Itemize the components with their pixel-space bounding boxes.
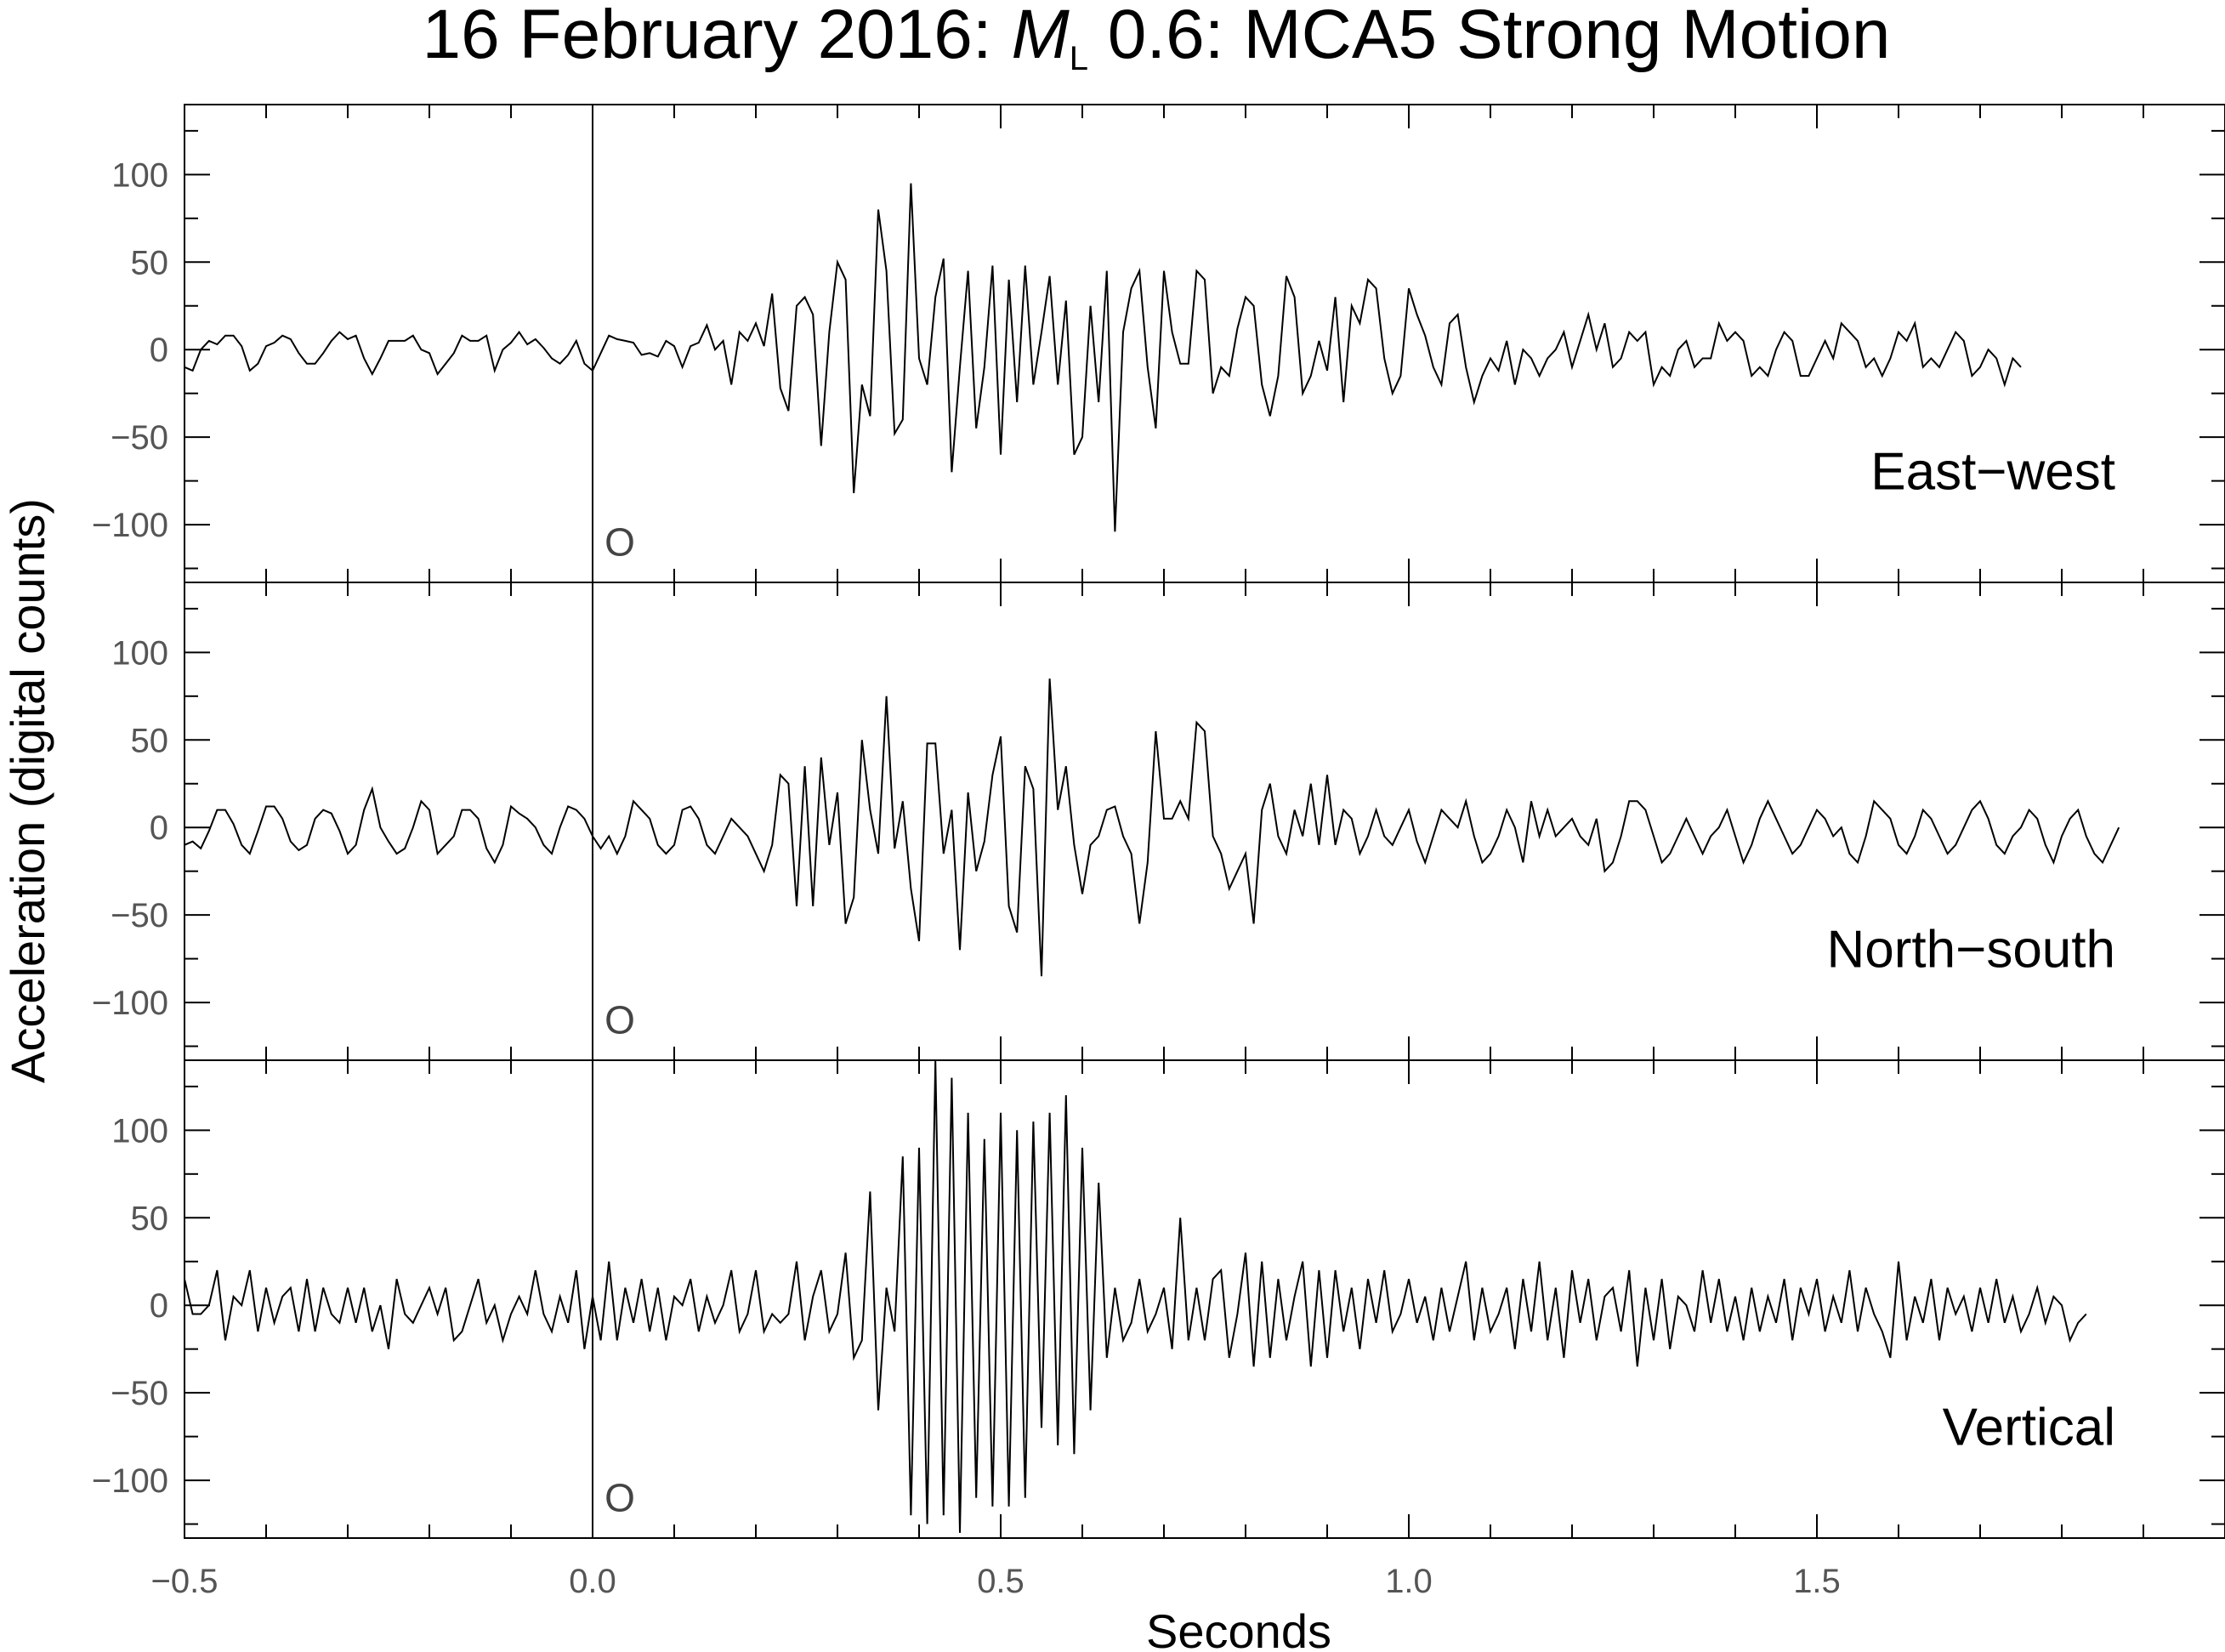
- y-tick-label: 50: [131, 1200, 169, 1237]
- y-tick-label: 0: [150, 332, 168, 369]
- y-tick-label: 100: [111, 1112, 168, 1150]
- chart-title: 16 February 2016: ML 0.6: MCA5 Strong Mo…: [423, 0, 1891, 77]
- origin-marker-label: O: [604, 520, 635, 565]
- y-tick-label: 100: [111, 156, 168, 194]
- x-tick-label: 1.0: [1385, 1563, 1433, 1600]
- y-tick-label: 50: [131, 244, 169, 281]
- y-tick-label: −50: [111, 419, 168, 457]
- x-tick-label: −0.5: [151, 1563, 219, 1600]
- y-tick-label: −100: [92, 985, 168, 1022]
- y-tick-label: −100: [92, 1462, 168, 1500]
- trace-vertical: [184, 1059, 2087, 1533]
- y-tick-label: 0: [150, 809, 168, 847]
- panel-north-south: −100 −50 0 50 100 O North−south: [92, 582, 2225, 1061]
- y-tick-label: 0: [150, 1287, 168, 1325]
- x-axis-label: Seconds: [1146, 1604, 1331, 1652]
- panel-east-west: −100 −50 0 50 100 O East−west: [92, 104, 2225, 583]
- origin-marker-label: O: [604, 1476, 635, 1520]
- y-tick-label: 50: [131, 722, 169, 759]
- y-tick-label: −50: [111, 1375, 168, 1412]
- panels-group: −100 −50 0 50 100 O East−west −100 −50 0 50 100 O Nor…: [92, 104, 2225, 1600]
- y-axis-label: Acceleration (digital counts): [1, 498, 54, 1083]
- title-magnitude-subscript: L: [1070, 40, 1088, 77]
- x-tick-label: 0.0: [569, 1563, 616, 1600]
- trace-east-west: [184, 183, 2022, 532]
- origin-marker-label: O: [604, 998, 635, 1042]
- x-tick-label: 1.5: [1793, 1563, 1841, 1600]
- panel-frame: [184, 1059, 2225, 1539]
- title-rest: 0.6: MCA5 Strong Motion: [1088, 0, 1890, 73]
- component-label-vertical: Vertical: [1943, 1398, 2115, 1456]
- x-tick-label: 0.5: [977, 1563, 1025, 1600]
- y-tick-label: 100: [111, 634, 168, 672]
- y-tick-label: −50: [111, 897, 168, 934]
- panel-vertical: −100 −50 0 50 100 O Vertical: [92, 1059, 2225, 1539]
- title-main: 16 February 2016:: [423, 0, 1012, 73]
- y-tick-label: −100: [92, 507, 168, 544]
- trace-north-south: [184, 678, 2120, 977]
- component-label-north-south: North−south: [1827, 920, 2116, 979]
- component-label-east-west: East−west: [1870, 442, 2115, 501]
- title-magnitude-symbol: M: [1011, 0, 1070, 73]
